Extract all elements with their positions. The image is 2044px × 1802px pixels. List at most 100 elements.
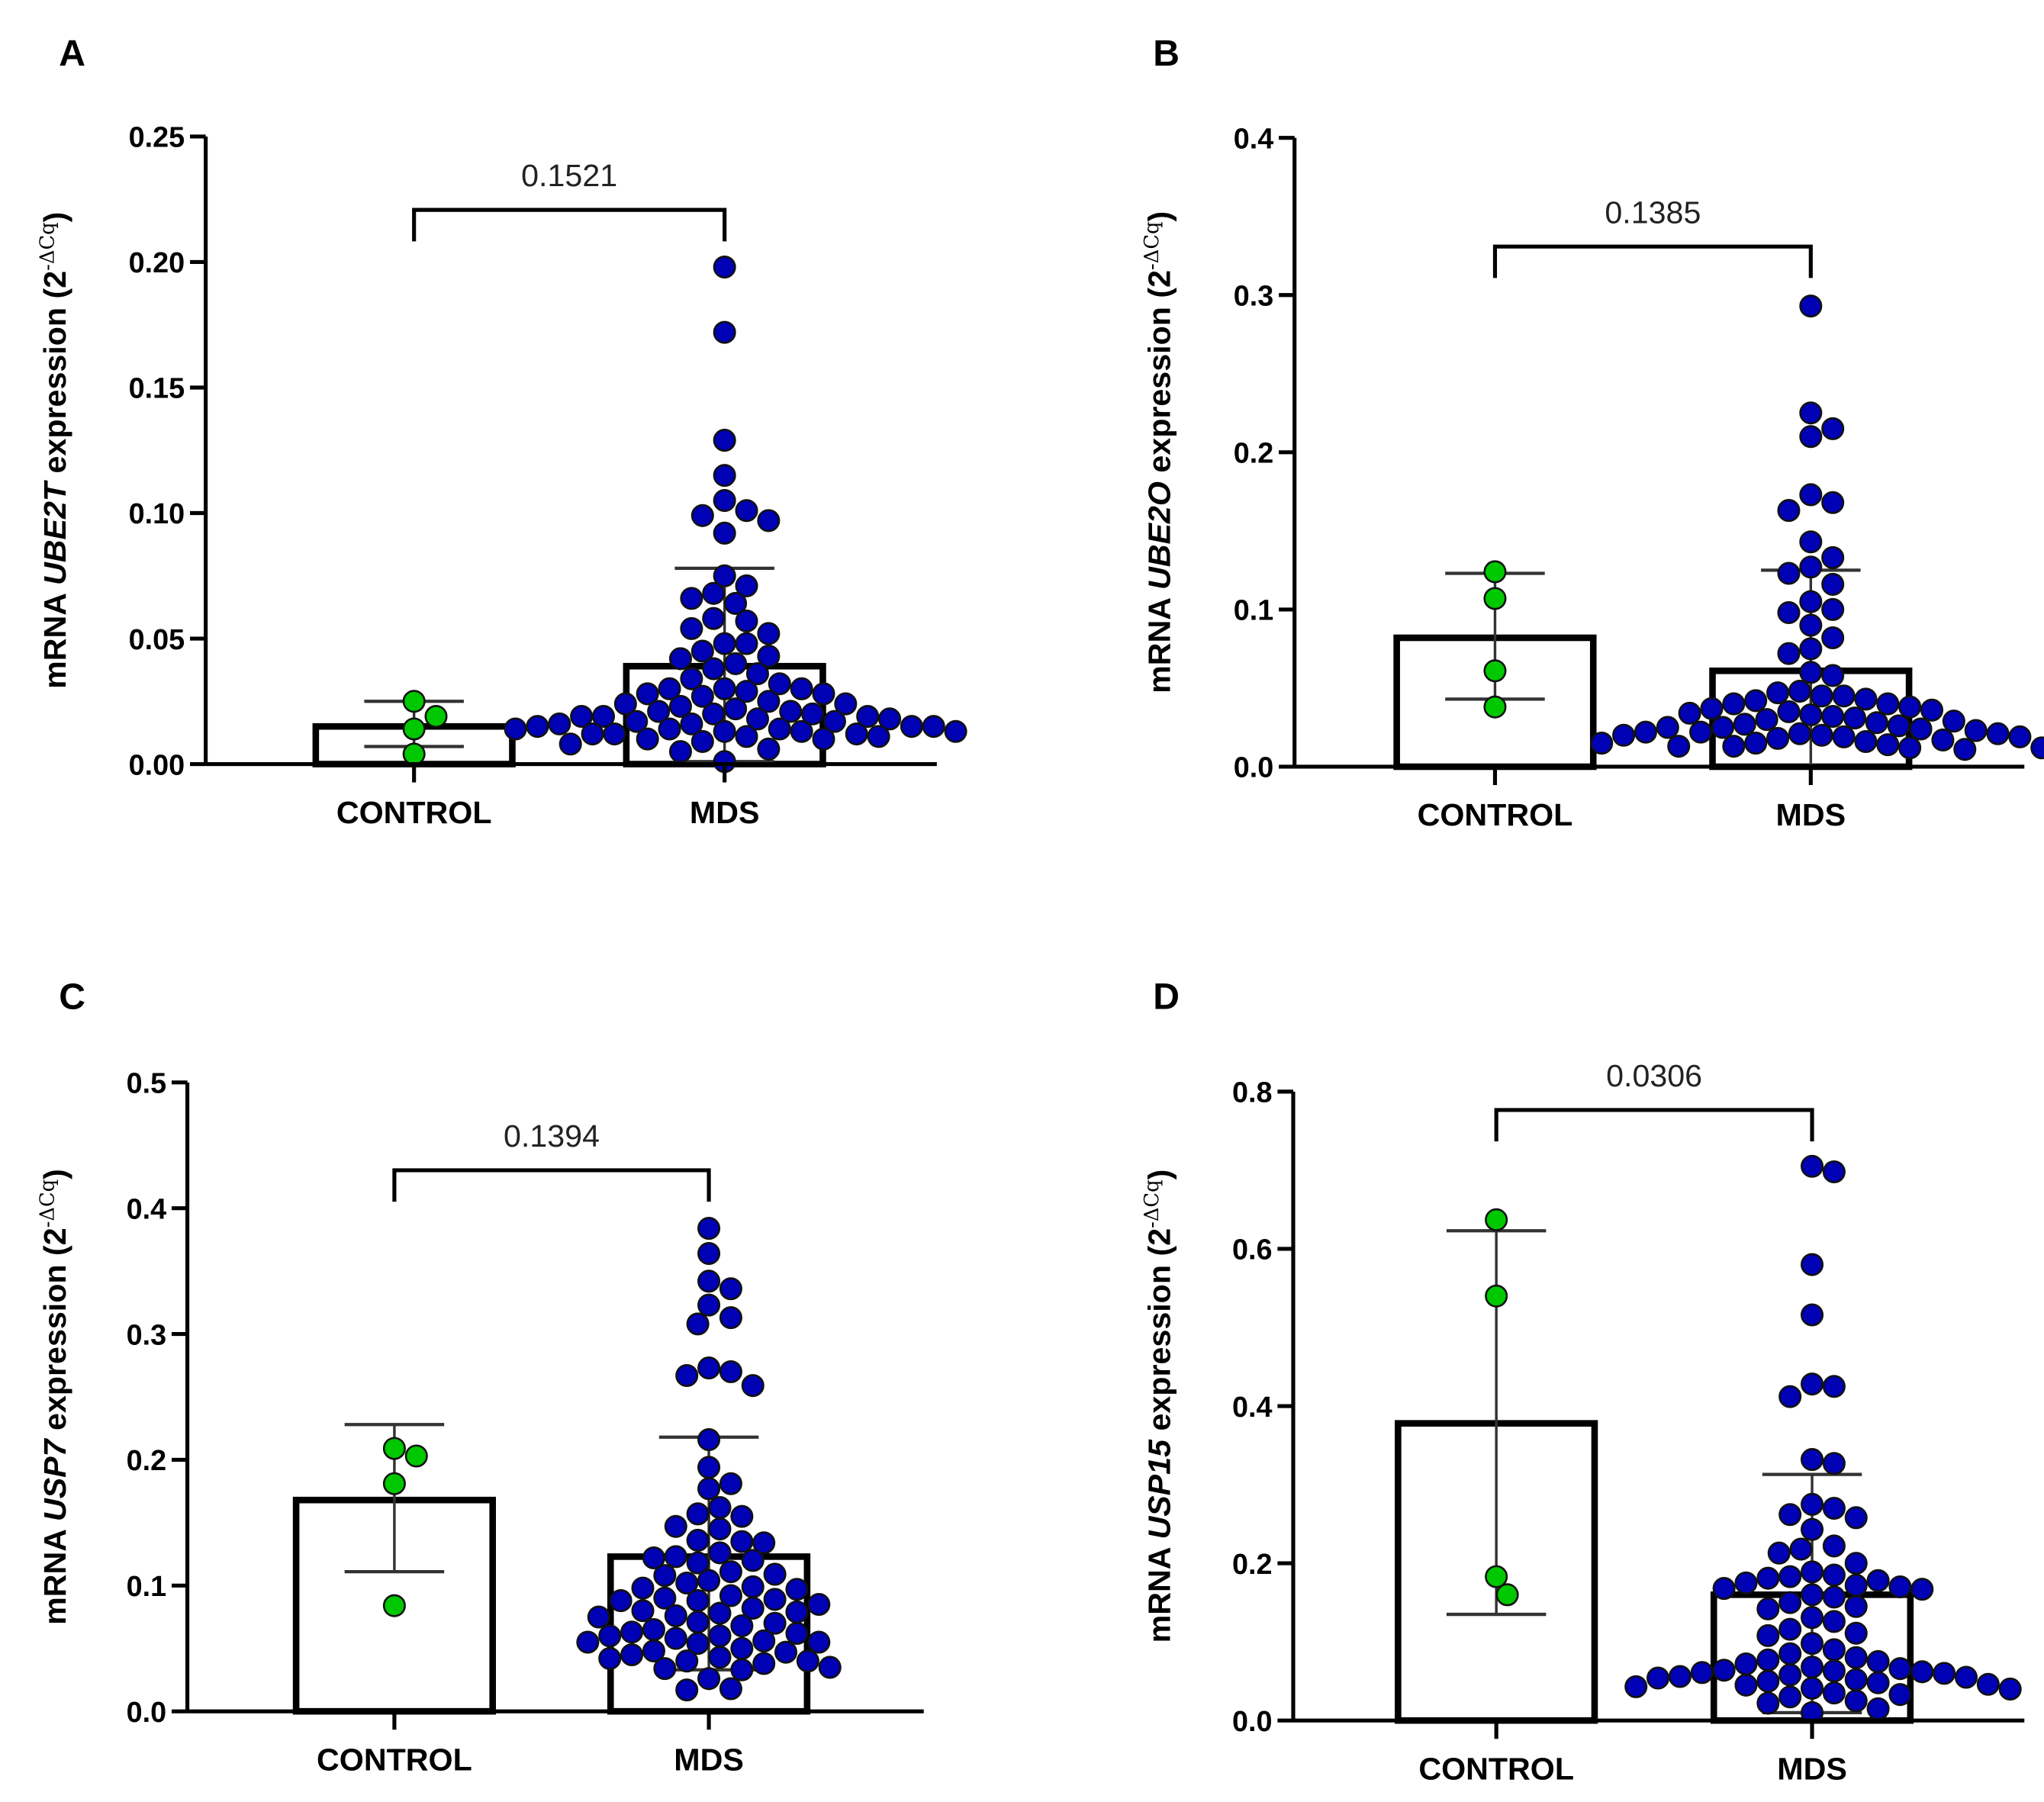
y-tick-label: 0.20 xyxy=(129,247,185,279)
data-point-control xyxy=(1483,587,1507,610)
data-point-mds xyxy=(697,1217,721,1240)
data-point-mds xyxy=(730,1504,754,1528)
data-point-mds xyxy=(1801,1606,1824,1630)
data-point-mds xyxy=(1801,1676,1824,1700)
data-point-mds xyxy=(1668,1665,1692,1688)
data-point-mds xyxy=(1712,1577,1736,1601)
data-point-mds xyxy=(1801,1583,1824,1607)
data-point-control xyxy=(1483,695,1507,719)
data-point-mds xyxy=(653,1564,677,1588)
data-point-mds xyxy=(1612,723,1636,747)
data-point-mds xyxy=(697,1667,721,1691)
data-point-mds xyxy=(1888,1657,1912,1681)
data-point-mds xyxy=(1801,1253,1824,1276)
data-point-control xyxy=(1495,1583,1519,1607)
data-point-mds xyxy=(1778,1685,1802,1709)
data-point-mds xyxy=(675,1571,699,1595)
y-label-prefix: mRNA xyxy=(1142,590,1177,693)
data-point-mds xyxy=(664,1604,687,1627)
y-label-gene: USP15 xyxy=(1142,1439,1177,1540)
data-point-mds xyxy=(1722,692,1746,716)
data-point-mds xyxy=(735,725,758,748)
data-point-mds xyxy=(790,677,813,700)
data-point-mds xyxy=(1964,719,1988,742)
data-point-mds xyxy=(900,715,923,738)
data-point-mds xyxy=(1821,545,1845,569)
data-point-mds xyxy=(1755,708,1778,732)
data-point-mds xyxy=(1801,1154,1824,1178)
data-point-mds xyxy=(757,690,781,713)
data-point-mds xyxy=(1801,1372,1824,1396)
data-point-mds xyxy=(1822,1534,1846,1558)
data-point-mds xyxy=(1801,1632,1824,1656)
data-point-mds xyxy=(642,1617,665,1642)
data-point-mds xyxy=(680,587,703,610)
data-point-mds xyxy=(1799,703,1823,726)
data-point-mds xyxy=(1766,681,1790,705)
data-point-mds xyxy=(625,710,649,733)
data-point-mds xyxy=(1734,1571,1758,1594)
data-point-mds xyxy=(757,737,781,761)
data-point-mds xyxy=(570,704,594,729)
data-point-mds xyxy=(752,1629,776,1652)
data-point-mds xyxy=(1976,1672,2000,1696)
data-point-mds xyxy=(1888,1683,1912,1707)
y-label-close: ) xyxy=(1142,211,1177,222)
data-point-mds xyxy=(1822,1659,1846,1683)
data-point-mds xyxy=(1887,714,1910,738)
data-point-mds xyxy=(587,1605,610,1629)
y-tick-label: 0.25 xyxy=(129,122,185,154)
data-point-mds xyxy=(1778,1385,1802,1408)
data-point-mds xyxy=(1844,1506,1868,1530)
data-point-mds xyxy=(1801,1448,1824,1472)
data-point-mds xyxy=(807,1630,831,1654)
data-point-mds xyxy=(664,1514,687,1538)
data-point-mds xyxy=(1756,1597,1780,1620)
data-point-mds xyxy=(713,464,736,488)
y-tick-label: 0.0 xyxy=(1234,752,1274,784)
data-point-mds xyxy=(598,1646,622,1670)
data-point-mds xyxy=(1844,1621,1868,1645)
data-point-mds xyxy=(675,1678,699,1702)
data-point-control xyxy=(1483,659,1507,683)
data-point-control xyxy=(402,742,426,766)
data-point-mds xyxy=(1756,1648,1780,1672)
data-point-mds xyxy=(1801,1303,1824,1327)
data-point-mds xyxy=(702,702,726,726)
significance-bracket xyxy=(412,208,727,242)
data-point-mds xyxy=(1866,1649,1890,1673)
data-point-mds xyxy=(1821,664,1845,687)
data-point-mds xyxy=(1667,735,1691,758)
data-point-mds xyxy=(1590,732,1614,755)
data-point-mds xyxy=(631,1576,655,1600)
data-point-mds xyxy=(741,1575,764,1598)
data-point-mds xyxy=(1777,562,1801,585)
data-point-mds xyxy=(1788,680,1811,703)
data-point-mds xyxy=(1734,1673,1758,1697)
data-point-mds xyxy=(1801,1656,1824,1679)
data-point-mds xyxy=(735,680,758,703)
y-tick-label: 0.2 xyxy=(1234,438,1274,470)
data-point-mds xyxy=(730,1658,754,1681)
data-point-mds xyxy=(1799,613,1823,637)
data-point-mds xyxy=(719,1472,742,1495)
data-point-mds xyxy=(1822,1452,1846,1475)
y-label-gene: USP7 xyxy=(37,1437,72,1521)
data-point-control xyxy=(1483,560,1507,584)
data-point-mds xyxy=(1634,720,1657,744)
data-point-mds xyxy=(735,632,758,655)
data-point-mds xyxy=(807,1592,831,1617)
data-point-mds xyxy=(730,1614,754,1638)
data-point-control xyxy=(1485,1565,1508,1588)
data-point-mds xyxy=(818,1656,842,1679)
data-point-mds xyxy=(1954,1665,1978,1689)
y-label-gene: UBE2T xyxy=(37,479,72,585)
data-point-mds xyxy=(686,1611,710,1634)
y-tick-label: 0.4 xyxy=(127,1193,167,1225)
data-point-mds xyxy=(653,1586,677,1610)
data-point-mds xyxy=(1722,735,1746,758)
data-point-mds xyxy=(1801,1492,1824,1516)
data-point-mds xyxy=(636,682,659,706)
data-point-mds xyxy=(1910,1578,1934,1601)
